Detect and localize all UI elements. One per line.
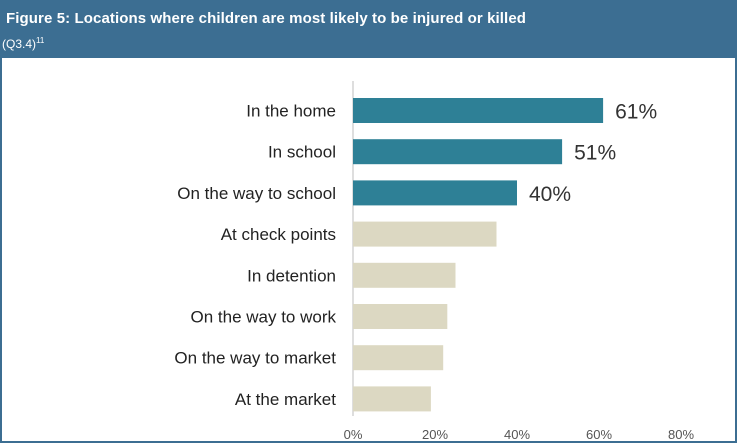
question-ref: (Q3.4) xyxy=(2,37,37,51)
category-label: On the way to school xyxy=(177,184,336,203)
figure-header: Figure 5: Locations where children are m… xyxy=(0,0,737,58)
bar xyxy=(353,98,604,123)
data-label: 51% xyxy=(574,142,616,165)
category-label: At check points xyxy=(221,225,336,244)
data-label: 61% xyxy=(615,101,657,124)
category-label: In detention xyxy=(247,266,336,285)
bar xyxy=(353,386,431,412)
category-label: In the home xyxy=(246,102,336,121)
x-tick-label: 20% xyxy=(422,427,448,442)
bar xyxy=(353,345,444,371)
bar xyxy=(353,304,448,329)
bar xyxy=(353,221,497,247)
x-tick-label: 60% xyxy=(586,427,612,442)
x-tick-label: 0% xyxy=(344,427,363,442)
category-label: On the way to market xyxy=(174,349,336,368)
bar-chart: In the home 61% In school 51% On the way to … xyxy=(174,81,694,442)
bar xyxy=(353,180,517,206)
category-label: On the way to work xyxy=(190,308,336,327)
category-label: In school xyxy=(268,143,336,162)
category-label: At the market xyxy=(235,390,336,409)
bar xyxy=(353,139,563,165)
bar xyxy=(353,262,456,288)
x-tick-label: 80% xyxy=(668,427,694,442)
x-tick-label: 40% xyxy=(504,427,530,442)
data-label: 40% xyxy=(529,183,571,206)
figure-title: Figure 5: Locations where children are m… xyxy=(6,10,527,27)
figure-subtitle: (Q3.4)11 xyxy=(2,36,44,51)
footnote-marker: 11 xyxy=(36,36,45,45)
